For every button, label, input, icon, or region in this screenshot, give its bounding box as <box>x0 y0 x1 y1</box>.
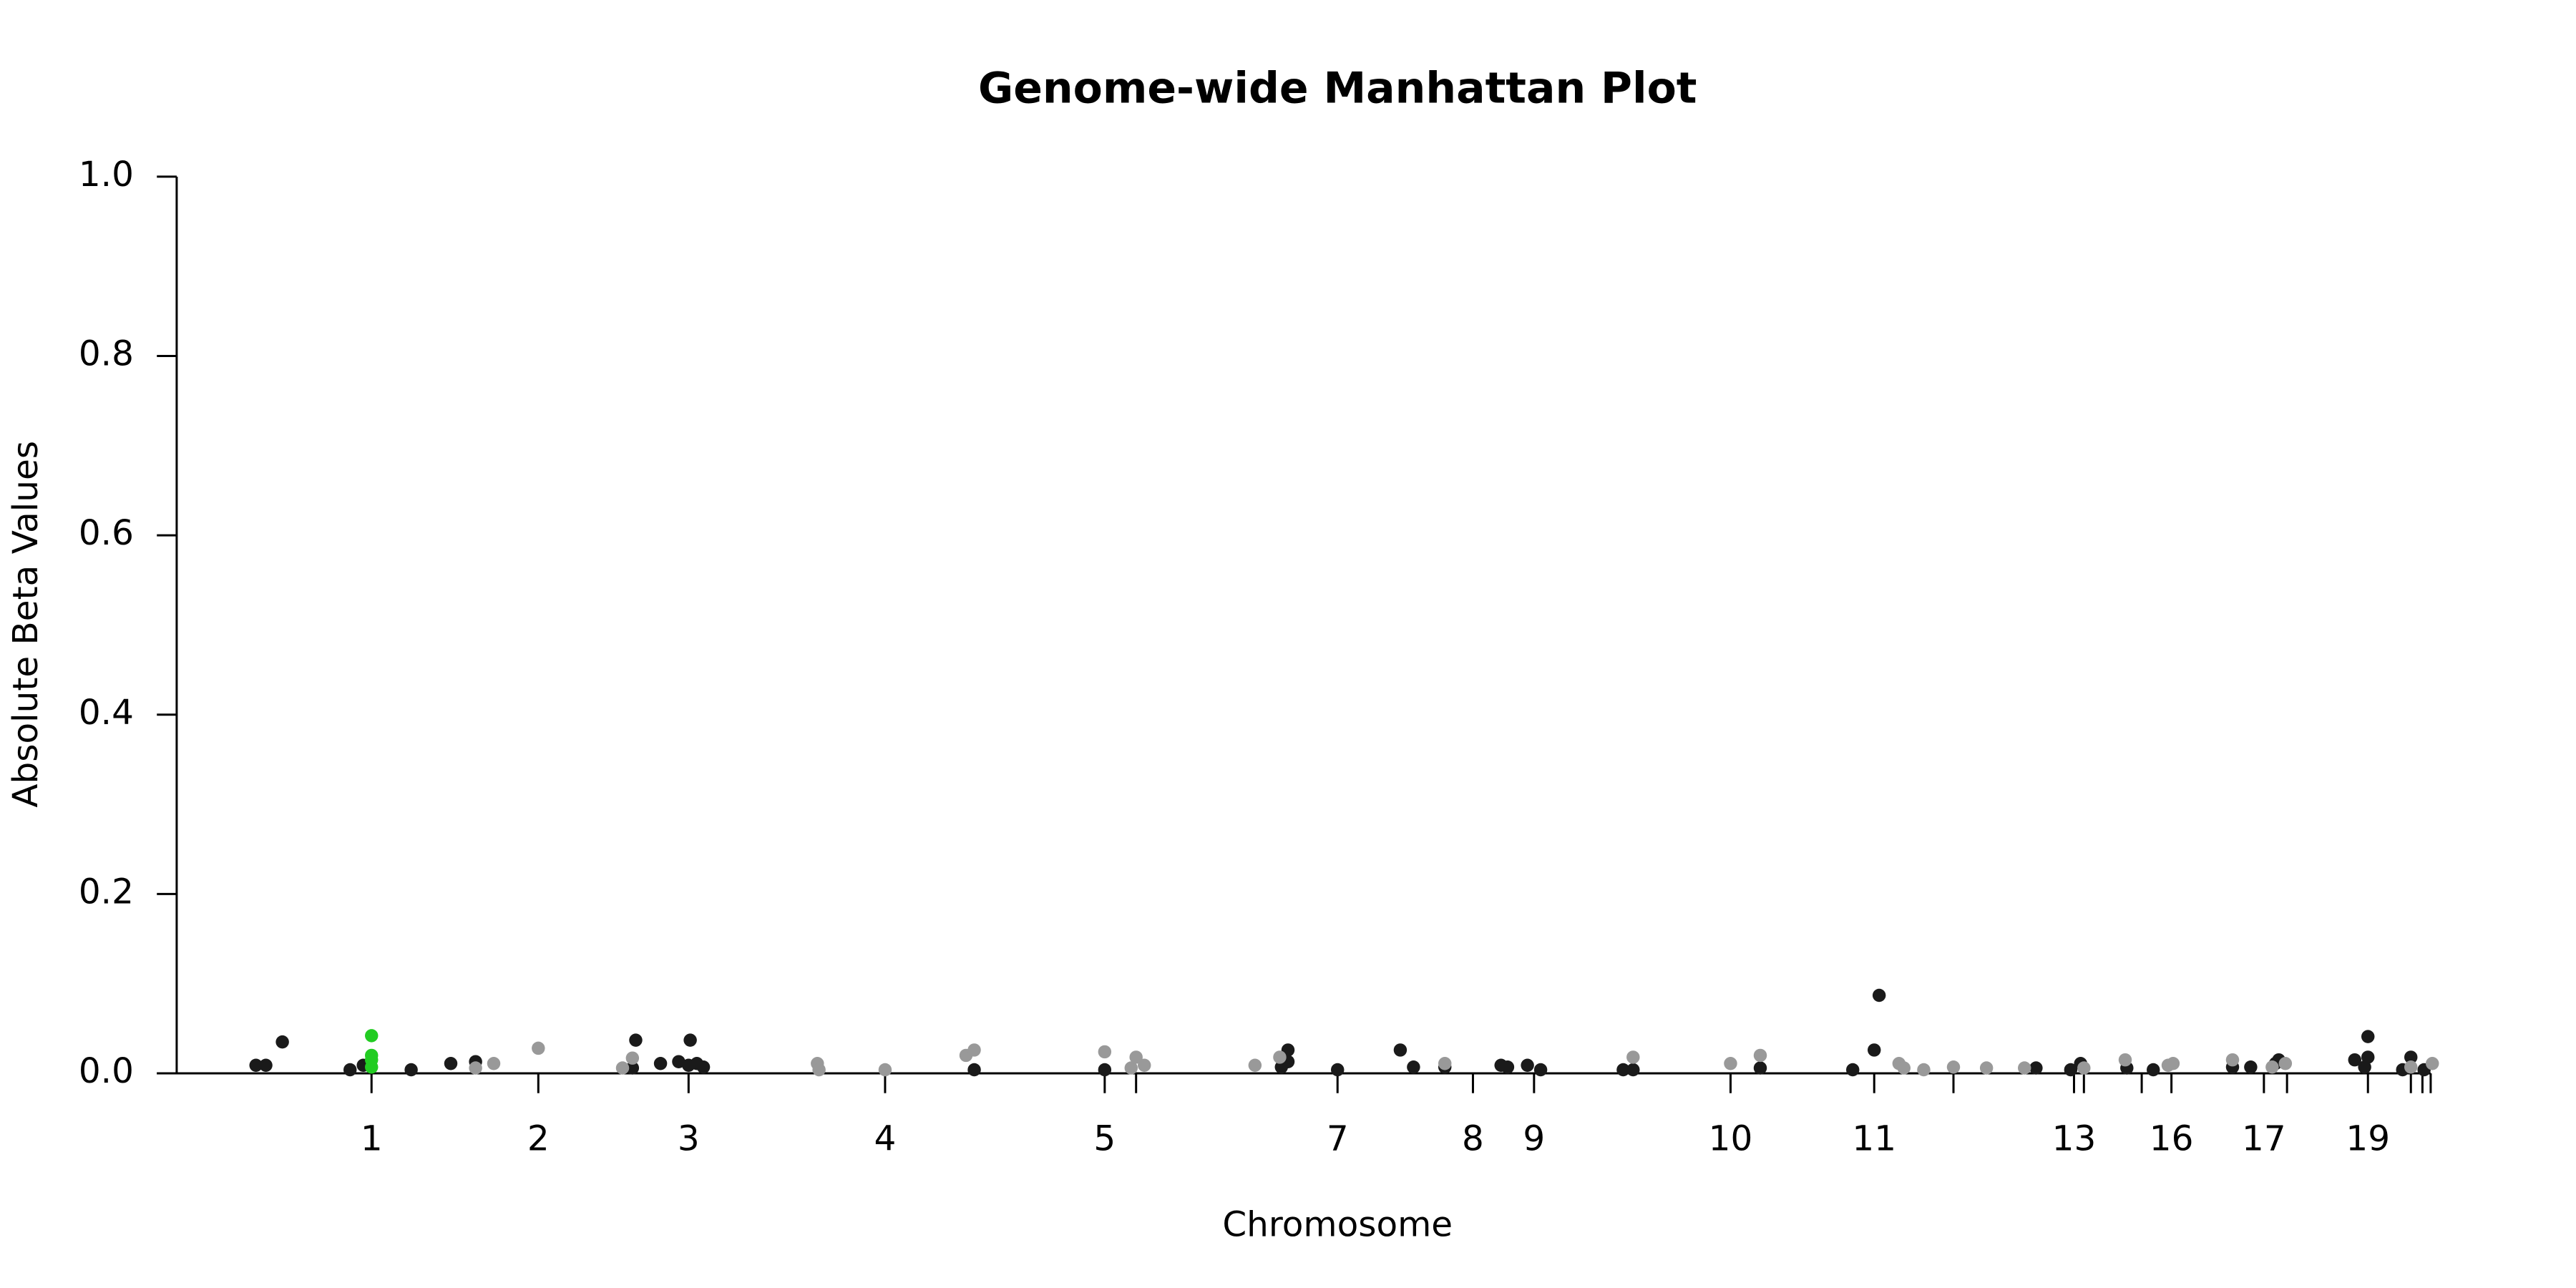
data-point <box>532 1041 545 1055</box>
data-point <box>1724 1056 1737 1070</box>
chart-title: Genome-wide Manhattan Plot <box>978 64 1697 114</box>
data-point <box>812 1063 826 1077</box>
x-tick-label: 17 <box>2242 1119 2286 1159</box>
data-point <box>365 1029 379 1043</box>
data-point <box>1098 1063 1112 1077</box>
x-tick-label: 4 <box>874 1119 897 1159</box>
data-point <box>672 1055 686 1068</box>
data-point <box>444 1056 458 1070</box>
data-point <box>1533 1063 1548 1077</box>
data-point <box>878 1063 892 1077</box>
data-point <box>1138 1058 1151 1072</box>
data-point <box>1273 1050 1287 1064</box>
data-point <box>469 1061 482 1075</box>
data-point <box>1868 1043 1881 1057</box>
data-point <box>2348 1053 2361 1067</box>
data-point <box>1129 1050 1143 1064</box>
data-point <box>2265 1060 2279 1074</box>
x-tick-label: 16 <box>2150 1119 2194 1159</box>
data-point <box>2225 1053 2240 1067</box>
data-point <box>1979 1061 1994 1075</box>
data-point <box>249 1058 263 1072</box>
x-tick-label: 11 <box>1852 1119 1896 1159</box>
data-point <box>2029 1061 2043 1075</box>
data-point <box>1407 1060 1420 1074</box>
data-point <box>2404 1050 2418 1064</box>
data-point <box>1626 1063 1640 1077</box>
data-point <box>1626 1050 1640 1064</box>
data-point <box>2118 1053 2132 1067</box>
data-point <box>365 1060 379 1074</box>
x-tick-label: 2 <box>527 1119 550 1159</box>
data-point <box>1501 1060 1515 1074</box>
data-point <box>2147 1063 2160 1077</box>
data-point <box>2166 1056 2180 1070</box>
y-axis-label: Absolute Beta Values <box>6 441 46 808</box>
data-point <box>259 1058 273 1072</box>
data-point <box>1616 1063 1630 1077</box>
x-tick-label: 3 <box>678 1119 700 1159</box>
y-tick-label: 1.0 <box>79 155 134 195</box>
x-tick-label: 13 <box>2052 1119 2097 1159</box>
x-tick-label: 8 <box>1462 1119 1484 1159</box>
data-point <box>2361 1050 2375 1064</box>
data-point <box>683 1033 697 1047</box>
data-point <box>2361 1030 2375 1043</box>
data-point <box>2426 1056 2439 1070</box>
data-point <box>967 1043 981 1057</box>
data-point <box>1098 1045 1112 1059</box>
data-point <box>2244 1060 2258 1074</box>
y-tick-label: 0.2 <box>79 872 134 912</box>
data-point <box>1846 1063 1860 1077</box>
data-point <box>2278 1056 2293 1070</box>
data-point <box>2064 1063 2078 1077</box>
data-point <box>615 1061 630 1075</box>
x-tick-label: 5 <box>1093 1119 1116 1159</box>
data-point <box>1872 988 1886 1002</box>
y-tick-label: 0.8 <box>79 334 134 374</box>
data-point <box>625 1051 640 1065</box>
data-point <box>625 1061 640 1075</box>
data-point <box>2404 1060 2418 1074</box>
y-tick-label: 0.4 <box>79 693 134 733</box>
data-point <box>967 1063 981 1077</box>
data-point <box>1753 1048 1767 1063</box>
data-point <box>2018 1061 2031 1075</box>
x-tick-label: 19 <box>2346 1119 2390 1159</box>
x-tick-label: 7 <box>1327 1119 1349 1159</box>
x-tick-label: 10 <box>1709 1119 1753 1159</box>
data-point <box>1917 1063 1931 1077</box>
data-point <box>1521 1058 1534 1072</box>
data-point <box>1393 1043 1407 1057</box>
data-point <box>653 1056 668 1070</box>
data-point <box>629 1033 643 1047</box>
data-point <box>2077 1061 2091 1075</box>
data-point <box>1946 1060 1961 1074</box>
data-point <box>1753 1061 1767 1075</box>
data-point <box>343 1063 357 1077</box>
x-axis-label: Chromosome <box>1222 1205 1453 1245</box>
data-point <box>275 1035 289 1049</box>
data-point <box>1331 1063 1345 1077</box>
data-point <box>404 1063 418 1077</box>
x-tick-label: 1 <box>361 1119 383 1159</box>
data-point <box>487 1056 501 1070</box>
data-point <box>1438 1056 1452 1070</box>
data-point <box>1897 1061 1911 1075</box>
data-point <box>696 1060 711 1074</box>
y-tick-label: 0.0 <box>79 1051 134 1091</box>
x-tick-label: 9 <box>1523 1119 1545 1159</box>
data-point <box>1248 1058 1262 1072</box>
data-point <box>1124 1061 1138 1075</box>
y-tick-label: 0.6 <box>79 513 134 553</box>
